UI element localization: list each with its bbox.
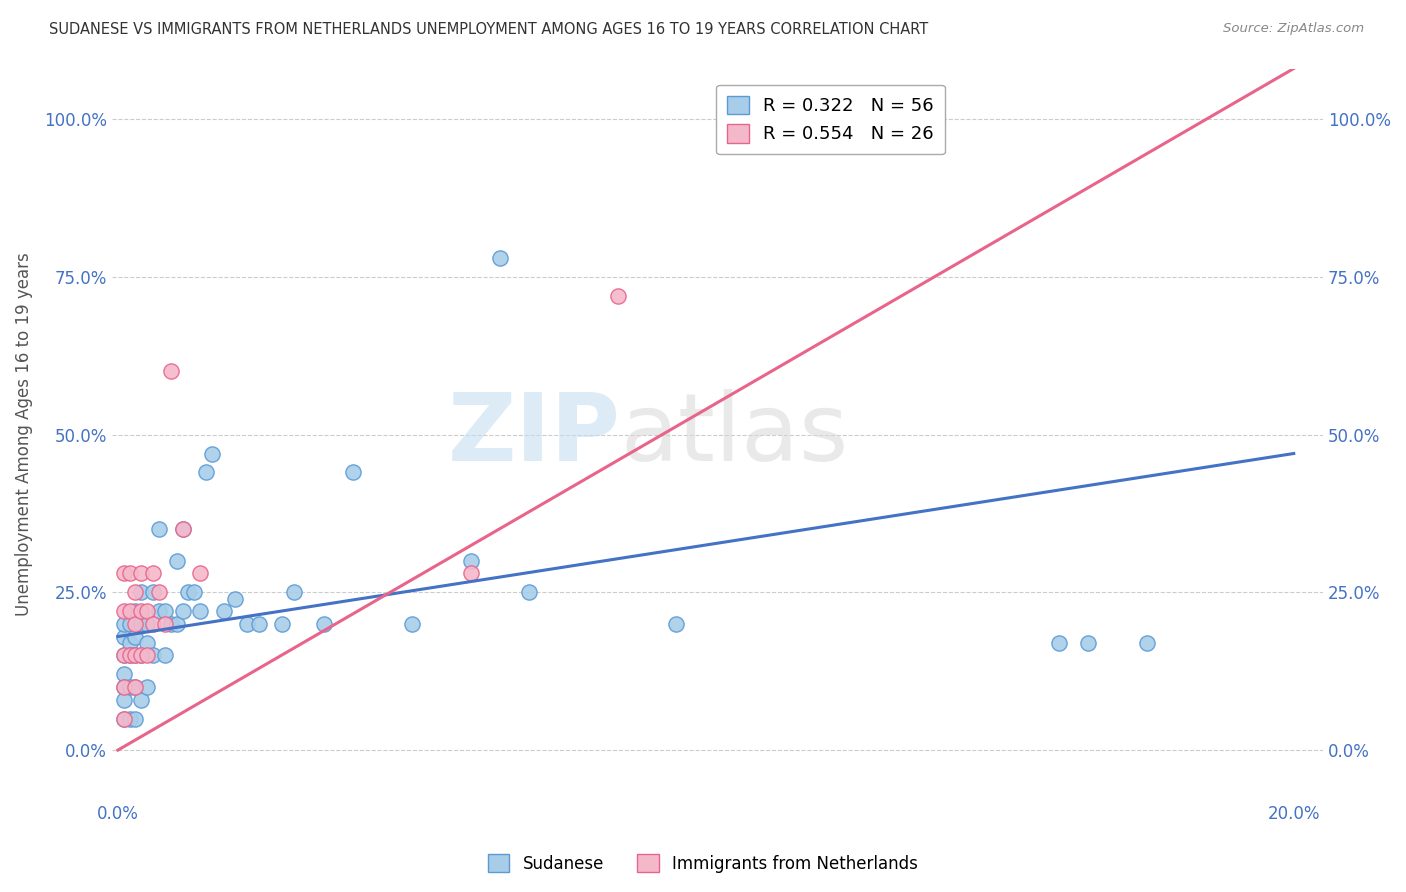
Point	[271, 616, 294, 631]
Text: SUDANESE VS IMMIGRANTS FROM NETHERLANDS UNEMPLOYMENT AMONG AGES 16 TO 19 YEARS C: SUDANESE VS IMMIGRANTS FROM NETHERLANDS …	[49, 22, 928, 37]
Point	[131, 616, 153, 631]
Point	[460, 554, 482, 568]
Point	[112, 566, 135, 581]
Point	[131, 585, 153, 599]
Point	[148, 585, 170, 599]
Point	[112, 680, 135, 694]
Point	[489, 251, 512, 265]
Point	[131, 692, 153, 706]
Point	[195, 466, 218, 480]
Point	[136, 648, 159, 663]
Point	[124, 680, 146, 694]
Point	[247, 616, 270, 631]
Text: atlas: atlas	[620, 389, 849, 481]
Point	[112, 692, 135, 706]
Point	[142, 585, 165, 599]
Legend: Sudanese, Immigrants from Netherlands: Sudanese, Immigrants from Netherlands	[481, 847, 925, 880]
Point	[124, 630, 146, 644]
Point	[131, 648, 153, 663]
Point	[177, 585, 200, 599]
Text: ZIP: ZIP	[447, 389, 620, 481]
Point	[172, 604, 194, 618]
Point	[136, 636, 159, 650]
Y-axis label: Unemployment Among Ages 16 to 19 years: Unemployment Among Ages 16 to 19 years	[15, 252, 32, 616]
Point	[188, 604, 211, 618]
Point	[112, 680, 135, 694]
Point	[153, 616, 176, 631]
Point	[519, 585, 541, 599]
Point	[188, 566, 211, 581]
Point	[112, 616, 135, 631]
Point	[118, 712, 141, 726]
Point	[159, 364, 181, 378]
Point	[183, 585, 205, 599]
Point	[142, 566, 165, 581]
Point	[118, 566, 141, 581]
Point	[1077, 636, 1099, 650]
Point	[124, 604, 146, 618]
Point	[153, 604, 176, 618]
Point	[342, 466, 364, 480]
Point	[131, 604, 153, 618]
Point	[124, 648, 146, 663]
Point	[112, 648, 135, 663]
Point	[112, 712, 135, 726]
Point	[131, 648, 153, 663]
Point	[131, 566, 153, 581]
Point	[124, 616, 146, 631]
Point	[159, 616, 181, 631]
Point	[118, 636, 141, 650]
Point	[148, 604, 170, 618]
Point	[124, 648, 146, 663]
Point	[665, 616, 688, 631]
Point	[1136, 636, 1159, 650]
Point	[124, 712, 146, 726]
Point	[312, 616, 335, 631]
Point	[148, 522, 170, 536]
Point	[201, 446, 224, 460]
Point	[142, 616, 165, 631]
Point	[142, 648, 165, 663]
Point	[172, 522, 194, 536]
Point	[460, 566, 482, 581]
Point	[118, 616, 141, 631]
Point	[401, 616, 423, 631]
Point	[236, 616, 259, 631]
Point	[124, 585, 146, 599]
Point	[118, 604, 141, 618]
Point	[283, 585, 305, 599]
Point	[136, 604, 159, 618]
Point	[153, 648, 176, 663]
Point	[118, 680, 141, 694]
Point	[136, 680, 159, 694]
Legend: R = 0.322   N = 56, R = 0.554   N = 26: R = 0.322 N = 56, R = 0.554 N = 26	[716, 85, 945, 154]
Point	[112, 712, 135, 726]
Point	[212, 604, 235, 618]
Point	[166, 554, 188, 568]
Point	[172, 522, 194, 536]
Point	[112, 604, 135, 618]
Point	[136, 616, 159, 631]
Point	[166, 616, 188, 631]
Point	[124, 680, 146, 694]
Point	[224, 591, 246, 606]
Point	[606, 289, 628, 303]
Text: Source: ZipAtlas.com: Source: ZipAtlas.com	[1223, 22, 1364, 36]
Point	[118, 648, 141, 663]
Point	[112, 667, 135, 681]
Point	[112, 648, 135, 663]
Point	[118, 648, 141, 663]
Point	[112, 630, 135, 644]
Point	[1047, 636, 1070, 650]
